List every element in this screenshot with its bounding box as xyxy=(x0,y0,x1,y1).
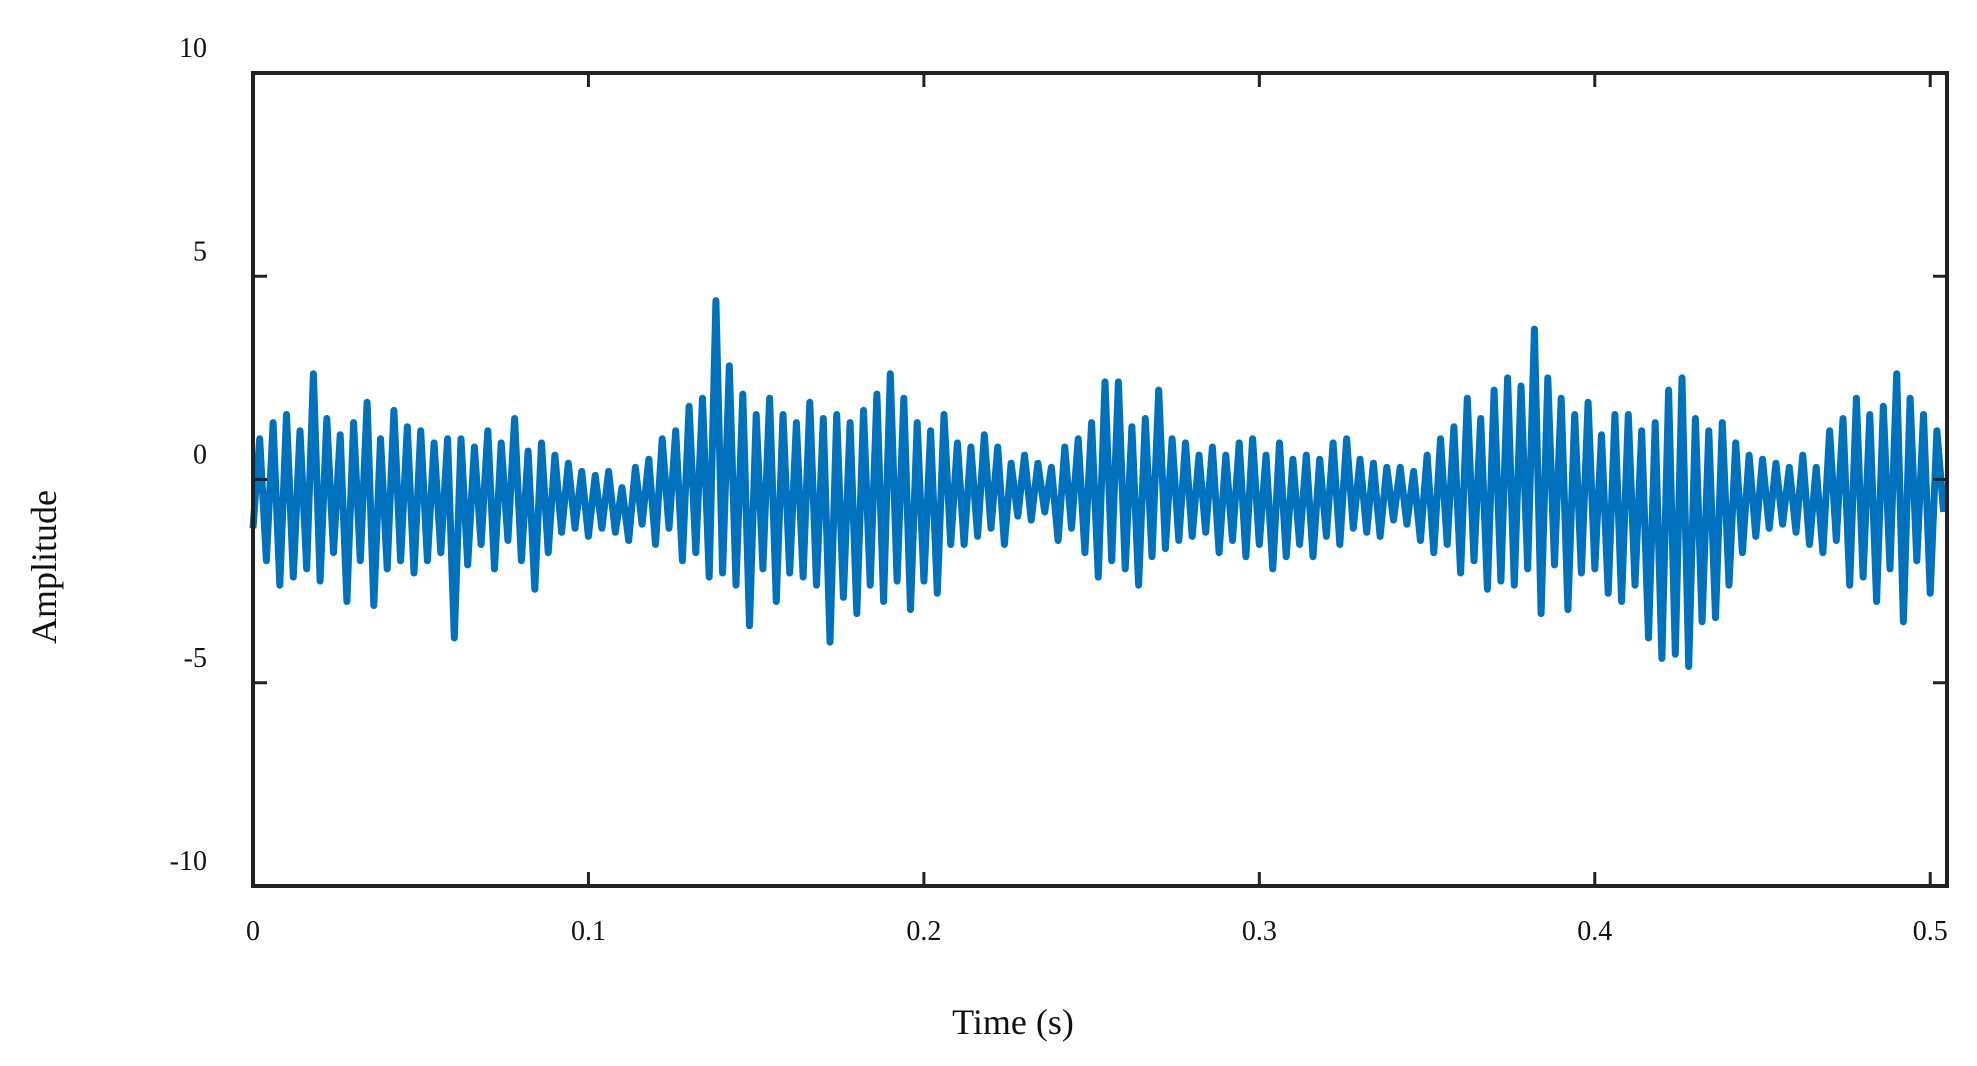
y-tick-label-0: 10 xyxy=(179,33,207,64)
x-tick-label-1: 0.1 xyxy=(571,916,606,947)
y-tick-label-1: 5 xyxy=(193,236,207,267)
x-tick-label-2: 0.2 xyxy=(906,916,941,947)
signal-line-layer xyxy=(249,297,1948,670)
axis-ticks xyxy=(251,71,1947,888)
x-tick-label-0: 0 xyxy=(246,916,260,947)
y-tick-label-4: -10 xyxy=(170,846,207,877)
y-tick-label-3: -5 xyxy=(184,643,207,674)
x-tick-labels: 0 0.1 0.2 0.3 0.4 0.5 xyxy=(246,916,1948,947)
x-tick-label-4: 0.4 xyxy=(1577,916,1612,947)
x-tick-label-3: 0.3 xyxy=(1242,916,1277,947)
x-tick-label-5: 0.5 xyxy=(1913,916,1948,947)
y-tick-label-2: 0 xyxy=(193,440,207,471)
y-tick-labels: 10 5 0 -5 -10 xyxy=(170,33,207,877)
x-axis-title: Time (s) xyxy=(952,1002,1074,1042)
y-axis-title: Amplitude xyxy=(24,490,64,644)
signal-series-line-0 xyxy=(249,297,1948,670)
